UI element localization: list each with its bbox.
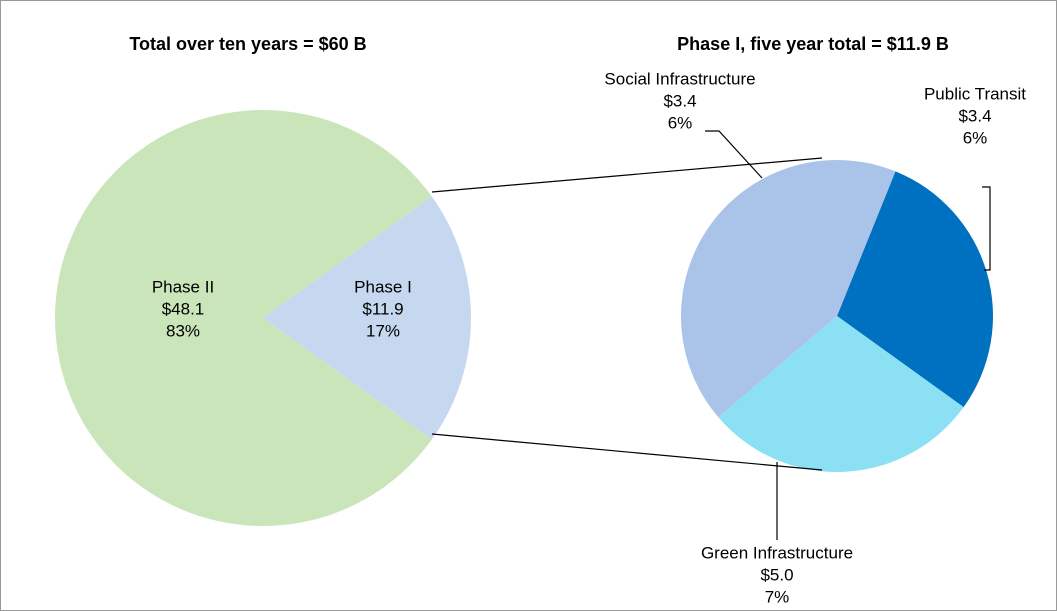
slice-label: 6% <box>963 128 988 147</box>
slice-label: Social Infrastructure <box>604 69 755 88</box>
pie-slice <box>681 159 896 418</box>
slice-label: $3.4 <box>663 91 696 110</box>
slice-label: $48.1 <box>162 299 205 318</box>
slice-label: Phase II <box>152 277 214 296</box>
chart-title: Total over ten years = $60 B <box>129 34 366 54</box>
leader-line <box>982 186 991 271</box>
slice-label: 83% <box>166 321 200 340</box>
chart-title: Phase I, five year total = $11.9 B <box>677 34 949 54</box>
pie-slice <box>263 196 471 440</box>
pie-slice <box>718 316 964 473</box>
leader-line <box>705 130 763 179</box>
slice-label: Phase I <box>354 277 412 296</box>
slice-label: $5.0 <box>760 565 793 584</box>
slice-label: $3.4 <box>958 106 991 125</box>
pie-slice <box>55 110 432 527</box>
connector-line <box>431 157 823 193</box>
slice-label: 7% <box>765 587 790 606</box>
slice-label: $11.9 <box>362 299 403 318</box>
slice-label: Public Transit <box>924 84 1026 103</box>
pie-slice <box>837 171 993 408</box>
connector-line <box>431 433 823 471</box>
slice-label: Green Infrastructure <box>701 543 853 562</box>
slice-label: 17% <box>366 321 400 340</box>
slice-label: 6% <box>668 113 693 132</box>
